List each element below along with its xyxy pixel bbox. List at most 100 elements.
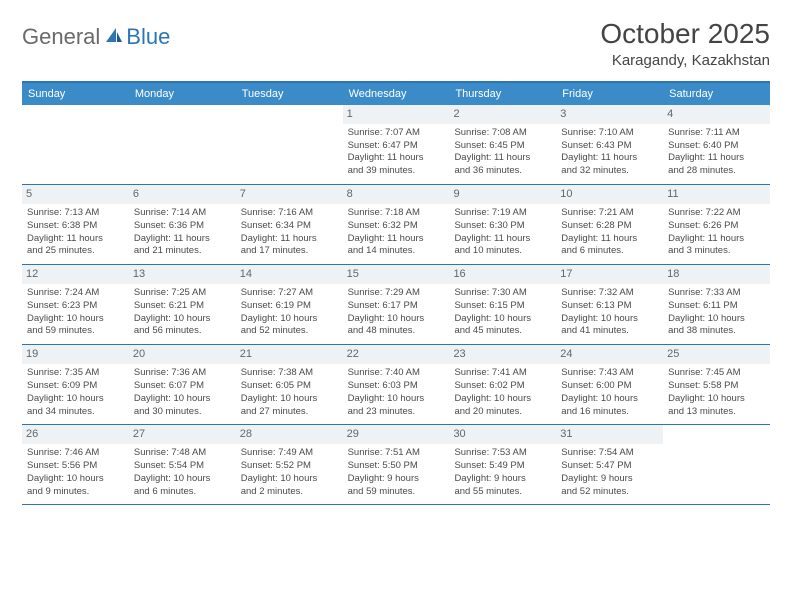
sunset-text: Sunset: 5:47 PM: [561, 460, 658, 473]
sunset-text: Sunset: 6:17 PM: [348, 300, 445, 313]
weekday-cell: Monday: [129, 83, 236, 105]
day-cell: 10Sunrise: 7:21 AMSunset: 6:28 PMDayligh…: [556, 185, 663, 264]
day-number: 15: [343, 265, 450, 284]
day-cell: 26Sunrise: 7:46 AMSunset: 5:56 PMDayligh…: [22, 425, 129, 504]
sunset-text: Sunset: 6:23 PM: [27, 300, 124, 313]
day-cell: 21Sunrise: 7:38 AMSunset: 6:05 PMDayligh…: [236, 345, 343, 424]
daylight-text: Daylight: 11 hours: [561, 152, 658, 165]
daylight-text: Daylight: 10 hours: [134, 393, 231, 406]
day-number: 18: [663, 265, 770, 284]
sunrise-text: Sunrise: 7:33 AM: [668, 287, 765, 300]
weekday-cell: Thursday: [449, 83, 556, 105]
daylight-text: Daylight: 11 hours: [668, 152, 765, 165]
daylight-text: and 48 minutes.: [348, 325, 445, 338]
daylight-text: Daylight: 11 hours: [454, 233, 551, 246]
day-number: 23: [449, 345, 556, 364]
sunrise-text: Sunrise: 7:53 AM: [454, 447, 551, 460]
week-row: 12Sunrise: 7:24 AMSunset: 6:23 PMDayligh…: [22, 265, 770, 345]
sunrise-text: Sunrise: 7:24 AM: [27, 287, 124, 300]
daylight-text: Daylight: 10 hours: [241, 393, 338, 406]
daylight-text: and 25 minutes.: [27, 245, 124, 258]
daylight-text: Daylight: 9 hours: [561, 473, 658, 486]
daylight-text: Daylight: 10 hours: [241, 313, 338, 326]
day-cell: 12Sunrise: 7:24 AMSunset: 6:23 PMDayligh…: [22, 265, 129, 344]
sunrise-text: Sunrise: 7:51 AM: [348, 447, 445, 460]
sunrise-text: Sunrise: 7:10 AM: [561, 127, 658, 140]
sunset-text: Sunset: 6:30 PM: [454, 220, 551, 233]
sunrise-text: Sunrise: 7:48 AM: [134, 447, 231, 460]
day-cell: 15Sunrise: 7:29 AMSunset: 6:17 PMDayligh…: [343, 265, 450, 344]
daylight-text: Daylight: 10 hours: [134, 313, 231, 326]
day-cell: 11Sunrise: 7:22 AMSunset: 6:26 PMDayligh…: [663, 185, 770, 264]
daylight-text: Daylight: 11 hours: [348, 152, 445, 165]
day-number: 10: [556, 185, 663, 204]
sunrise-text: Sunrise: 7:54 AM: [561, 447, 658, 460]
daylight-text: Daylight: 11 hours: [241, 233, 338, 246]
daylight-text: Daylight: 9 hours: [348, 473, 445, 486]
daylight-text: Daylight: 10 hours: [134, 473, 231, 486]
day-number: 4: [663, 105, 770, 124]
day-cell: 29Sunrise: 7:51 AMSunset: 5:50 PMDayligh…: [343, 425, 450, 504]
weekday-cell: Saturday: [663, 83, 770, 105]
day-cell: .: [129, 105, 236, 184]
daylight-text: Daylight: 11 hours: [668, 233, 765, 246]
sunset-text: Sunset: 6:45 PM: [454, 140, 551, 153]
day-cell: 2Sunrise: 7:08 AMSunset: 6:45 PMDaylight…: [449, 105, 556, 184]
daylight-text: and 2 minutes.: [241, 486, 338, 499]
sunrise-text: Sunrise: 7:29 AM: [348, 287, 445, 300]
week-row: 5Sunrise: 7:13 AMSunset: 6:38 PMDaylight…: [22, 185, 770, 265]
daylight-text: and 45 minutes.: [454, 325, 551, 338]
sunset-text: Sunset: 6:34 PM: [241, 220, 338, 233]
daylight-text: Daylight: 11 hours: [454, 152, 551, 165]
daylight-text: and 10 minutes.: [454, 245, 551, 258]
sunset-text: Sunset: 5:52 PM: [241, 460, 338, 473]
weekday-cell: Sunday: [22, 83, 129, 105]
daylight-text: and 20 minutes.: [454, 406, 551, 419]
weekday-cell: Friday: [556, 83, 663, 105]
sunset-text: Sunset: 6:21 PM: [134, 300, 231, 313]
day-cell: .: [236, 105, 343, 184]
sunset-text: Sunset: 6:07 PM: [134, 380, 231, 393]
sunrise-text: Sunrise: 7:45 AM: [668, 367, 765, 380]
sunset-text: Sunset: 5:50 PM: [348, 460, 445, 473]
sunset-text: Sunset: 6:11 PM: [668, 300, 765, 313]
daylight-text: and 6 minutes.: [561, 245, 658, 258]
sunrise-text: Sunrise: 7:27 AM: [241, 287, 338, 300]
daylight-text: Daylight: 10 hours: [454, 393, 551, 406]
day-cell: 24Sunrise: 7:43 AMSunset: 6:00 PMDayligh…: [556, 345, 663, 424]
day-number: 21: [236, 345, 343, 364]
sunrise-text: Sunrise: 7:14 AM: [134, 207, 231, 220]
day-cell: 25Sunrise: 7:45 AMSunset: 5:58 PMDayligh…: [663, 345, 770, 424]
daylight-text: Daylight: 11 hours: [348, 233, 445, 246]
sunrise-text: Sunrise: 7:49 AM: [241, 447, 338, 460]
sunrise-text: Sunrise: 7:18 AM: [348, 207, 445, 220]
weekday-row: SundayMondayTuesdayWednesdayThursdayFrid…: [22, 83, 770, 105]
day-cell: 22Sunrise: 7:40 AMSunset: 6:03 PMDayligh…: [343, 345, 450, 424]
day-number: 26: [22, 425, 129, 444]
logo-sail-icon: [104, 26, 124, 49]
daylight-text: and 56 minutes.: [134, 325, 231, 338]
day-number: 14: [236, 265, 343, 284]
sunset-text: Sunset: 6:40 PM: [668, 140, 765, 153]
daylight-text: Daylight: 10 hours: [27, 473, 124, 486]
sunrise-text: Sunrise: 7:40 AM: [348, 367, 445, 380]
day-number: 13: [129, 265, 236, 284]
day-cell: 19Sunrise: 7:35 AMSunset: 6:09 PMDayligh…: [22, 345, 129, 424]
sunset-text: Sunset: 6:32 PM: [348, 220, 445, 233]
sunrise-text: Sunrise: 7:46 AM: [27, 447, 124, 460]
sunset-text: Sunset: 6:26 PM: [668, 220, 765, 233]
daylight-text: and 23 minutes.: [348, 406, 445, 419]
sunset-text: Sunset: 5:54 PM: [134, 460, 231, 473]
day-number: 22: [343, 345, 450, 364]
sunset-text: Sunset: 6:47 PM: [348, 140, 445, 153]
sunset-text: Sunset: 6:38 PM: [27, 220, 124, 233]
daylight-text: Daylight: 10 hours: [27, 313, 124, 326]
day-cell: 7Sunrise: 7:16 AMSunset: 6:34 PMDaylight…: [236, 185, 343, 264]
daylight-text: and 34 minutes.: [27, 406, 124, 419]
day-cell: 28Sunrise: 7:49 AMSunset: 5:52 PMDayligh…: [236, 425, 343, 504]
daylight-text: and 13 minutes.: [668, 406, 765, 419]
daylight-text: Daylight: 10 hours: [348, 393, 445, 406]
sunset-text: Sunset: 6:02 PM: [454, 380, 551, 393]
daylight-text: Daylight: 11 hours: [561, 233, 658, 246]
day-cell: 13Sunrise: 7:25 AMSunset: 6:21 PMDayligh…: [129, 265, 236, 344]
